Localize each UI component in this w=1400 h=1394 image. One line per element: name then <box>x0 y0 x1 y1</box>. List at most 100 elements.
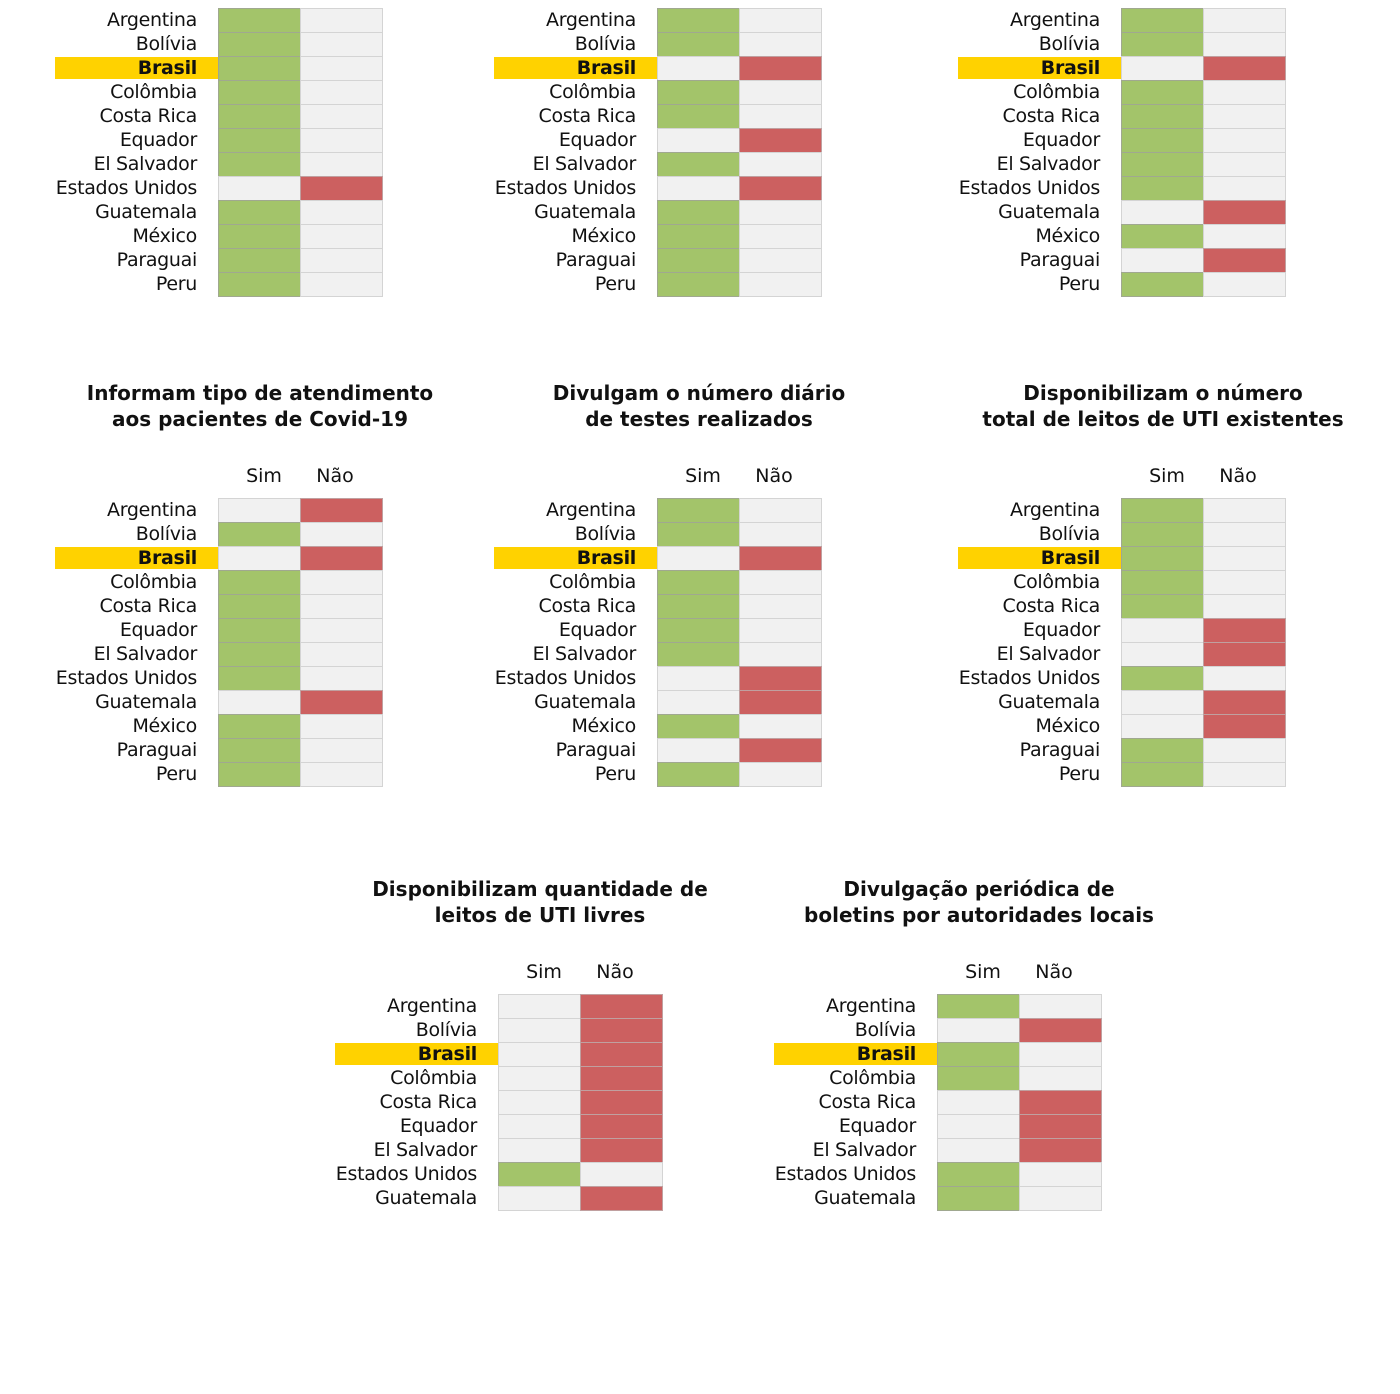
country-label: Guatemala <box>534 691 636 713</box>
cell-nao <box>1203 618 1286 643</box>
header-sim: Sim <box>526 961 562 983</box>
country-label: Costa Rica <box>379 1091 478 1113</box>
cell-sim <box>1121 618 1204 643</box>
table-row: México <box>903 224 1286 249</box>
country-label: El Salvador <box>373 1139 478 1161</box>
table-row: México <box>0 224 383 249</box>
cell-nao <box>300 498 383 523</box>
country-label: México <box>1035 715 1100 737</box>
cell-sim <box>657 224 740 249</box>
cell-sim <box>1121 522 1204 547</box>
country-label: Bolívia <box>135 523 198 545</box>
cell-nao <box>1203 642 1286 667</box>
table-row: Guatemala <box>719 1186 1102 1211</box>
country-label: Argentina <box>107 9 197 31</box>
country-label: Equador <box>558 619 636 641</box>
cell-sim <box>657 618 740 643</box>
country-label: Equador <box>838 1115 916 1137</box>
highlight-band <box>958 547 1121 569</box>
cell-sim <box>657 666 740 691</box>
country-label: Argentina <box>1010 9 1100 31</box>
country-label: Paraguai <box>1019 249 1101 271</box>
table-row: Estados Unidos <box>903 176 1286 201</box>
table-row: Argentina <box>439 498 822 523</box>
highlight-band <box>55 57 218 79</box>
country-label: Colômbia <box>1013 81 1100 103</box>
country-label: Equador <box>1022 129 1100 151</box>
cell-nao <box>300 80 383 105</box>
country-label: Argentina <box>546 9 636 31</box>
chart-panel: Informam tipo de atendimento aos paciente… <box>0 381 433 898</box>
table-row: Peru <box>903 762 1286 787</box>
table-row: Brasil <box>719 1042 1102 1067</box>
cell-sim <box>218 690 301 715</box>
table-row: Estados Unidos <box>439 666 822 691</box>
cell-sim <box>657 498 740 523</box>
cell-nao <box>739 56 822 81</box>
chart-title-line: Divulgam o número diário <box>552 381 846 405</box>
country-label: Equador <box>119 619 197 641</box>
cell-sim <box>498 994 581 1019</box>
cell-nao <box>580 1138 663 1163</box>
cell-sim <box>498 1018 581 1043</box>
country-label: El Salvador <box>996 643 1101 665</box>
country-label: México <box>132 225 197 247</box>
cell-sim <box>1121 666 1204 691</box>
table-row: Guatemala <box>439 690 822 715</box>
table-row: Equador <box>719 1114 1102 1139</box>
chart-panel: Disponibilizam quantidade de leitos de UT… <box>280 877 708 1394</box>
cell-nao <box>1203 594 1286 619</box>
chart-panel: Argentina Bolívia Brasil Colômbia Costa Rica… <box>0 8 400 408</box>
country-label: Estados Unidos <box>958 667 1101 689</box>
table-row: El Salvador <box>0 642 383 667</box>
country-label: Brasil <box>1040 547 1101 569</box>
cell-nao <box>1019 1090 1102 1115</box>
table-row: Argentina <box>280 994 663 1019</box>
table-row: Equador <box>903 618 1286 643</box>
table-row: Guatemala <box>0 690 383 715</box>
country-label: Brasil <box>417 1043 478 1065</box>
table-row: Bolívia <box>439 522 822 547</box>
header-nao: Não <box>1035 961 1073 983</box>
country-label: Colômbia <box>1013 571 1100 593</box>
cell-nao <box>1203 522 1286 547</box>
cell-nao <box>580 1042 663 1067</box>
table-row: Costa Rica <box>439 104 822 129</box>
cell-sim <box>218 272 301 297</box>
country-label: Peru <box>594 273 636 295</box>
cell-sim <box>937 1018 1020 1043</box>
cell-sim <box>498 1162 581 1187</box>
cell-sim <box>937 1114 1020 1139</box>
country-label: Colômbia <box>110 571 197 593</box>
cell-nao <box>739 152 822 177</box>
country-label: Costa Rica <box>1002 105 1101 127</box>
table-row: Paraguai <box>439 248 822 273</box>
cell-sim <box>218 152 301 177</box>
cell-nao <box>739 32 822 57</box>
table-row: Brasil <box>0 56 383 81</box>
country-label: Costa Rica <box>99 595 198 617</box>
table-row: El Salvador <box>903 642 1286 667</box>
country-label: Argentina <box>826 995 916 1017</box>
country-label: Guatemala <box>95 201 197 223</box>
cell-sim <box>937 994 1020 1019</box>
cell-sim <box>1121 32 1204 57</box>
country-label: Argentina <box>1010 499 1100 521</box>
country-label: Brasil <box>856 1043 917 1065</box>
cell-nao <box>580 994 663 1019</box>
cell-sim <box>657 176 740 201</box>
table-row: Costa Rica <box>0 594 383 619</box>
cell-sim <box>218 200 301 225</box>
cell-sim <box>218 522 301 547</box>
cell-sim <box>1121 152 1204 177</box>
cell-nao <box>739 594 822 619</box>
cell-sim <box>218 104 301 129</box>
cell-nao <box>739 498 822 523</box>
cell-sim <box>657 200 740 225</box>
table-row: Estados Unidos <box>0 176 383 201</box>
table-row: Peru <box>0 762 383 787</box>
header-sim: Sim <box>965 961 1001 983</box>
highlight-band <box>494 547 657 569</box>
country-label: Bolívia <box>135 33 198 55</box>
cell-nao <box>580 1018 663 1043</box>
